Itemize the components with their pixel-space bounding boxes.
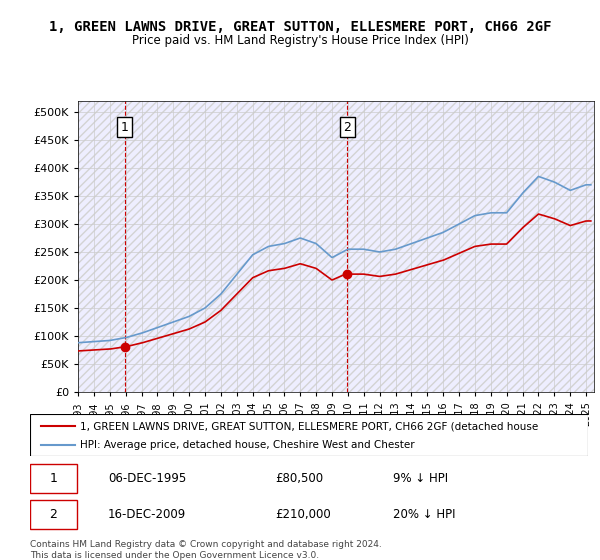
FancyBboxPatch shape bbox=[30, 464, 77, 493]
Text: 1, GREEN LAWNS DRIVE, GREAT SUTTON, ELLESMERE PORT, CH66 2GF: 1, GREEN LAWNS DRIVE, GREAT SUTTON, ELLE… bbox=[49, 20, 551, 34]
Text: £210,000: £210,000 bbox=[275, 508, 331, 521]
Text: 1: 1 bbox=[49, 472, 58, 486]
Text: 9% ↓ HPI: 9% ↓ HPI bbox=[392, 472, 448, 486]
Text: Price paid vs. HM Land Registry's House Price Index (HPI): Price paid vs. HM Land Registry's House … bbox=[131, 34, 469, 46]
Text: 1: 1 bbox=[121, 120, 128, 133]
FancyBboxPatch shape bbox=[30, 414, 588, 456]
Text: 06-DEC-1995: 06-DEC-1995 bbox=[108, 472, 187, 486]
Text: Contains HM Land Registry data © Crown copyright and database right 2024.
This d: Contains HM Land Registry data © Crown c… bbox=[30, 540, 382, 560]
Text: £80,500: £80,500 bbox=[275, 472, 323, 486]
Text: 2: 2 bbox=[49, 508, 58, 521]
Text: 2: 2 bbox=[343, 120, 351, 133]
FancyBboxPatch shape bbox=[30, 500, 77, 529]
Text: HPI: Average price, detached house, Cheshire West and Chester: HPI: Average price, detached house, Ches… bbox=[80, 440, 415, 450]
Text: 20% ↓ HPI: 20% ↓ HPI bbox=[392, 508, 455, 521]
Text: 1, GREEN LAWNS DRIVE, GREAT SUTTON, ELLESMERE PORT, CH66 2GF (detached house: 1, GREEN LAWNS DRIVE, GREAT SUTTON, ELLE… bbox=[80, 421, 538, 431]
Text: 16-DEC-2009: 16-DEC-2009 bbox=[108, 508, 187, 521]
